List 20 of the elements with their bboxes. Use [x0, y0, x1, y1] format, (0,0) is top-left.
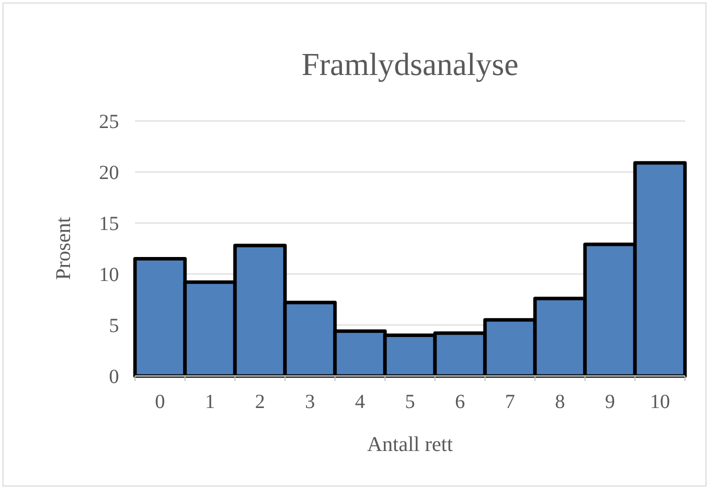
chart-title: Framlydsanalyse	[302, 46, 518, 82]
y-tick-label: 25	[99, 111, 119, 133]
y-tick-label: 20	[99, 162, 119, 184]
x-axis-title: Antall rett	[367, 432, 454, 456]
x-tick-label: 10	[650, 391, 670, 413]
x-tick-label: 1	[205, 391, 215, 413]
y-tick-label: 15	[99, 213, 119, 235]
x-tick-label: 2	[255, 391, 265, 413]
x-tick-label: 3	[305, 391, 315, 413]
x-tick-label: 7	[505, 391, 515, 413]
y-axis-title: Prosent	[51, 216, 75, 280]
x-tick-label: 5	[405, 391, 415, 413]
x-tick-label: 4	[355, 391, 365, 413]
x-tick-label: 9	[605, 391, 615, 413]
x-tick-label: 8	[555, 391, 565, 413]
y-tick-label: 5	[109, 315, 119, 337]
x-tick-label: 0	[155, 391, 165, 413]
y-tick-label: 10	[99, 264, 119, 286]
y-tick-label: 0	[109, 366, 119, 388]
x-tick-label: 6	[455, 391, 465, 413]
